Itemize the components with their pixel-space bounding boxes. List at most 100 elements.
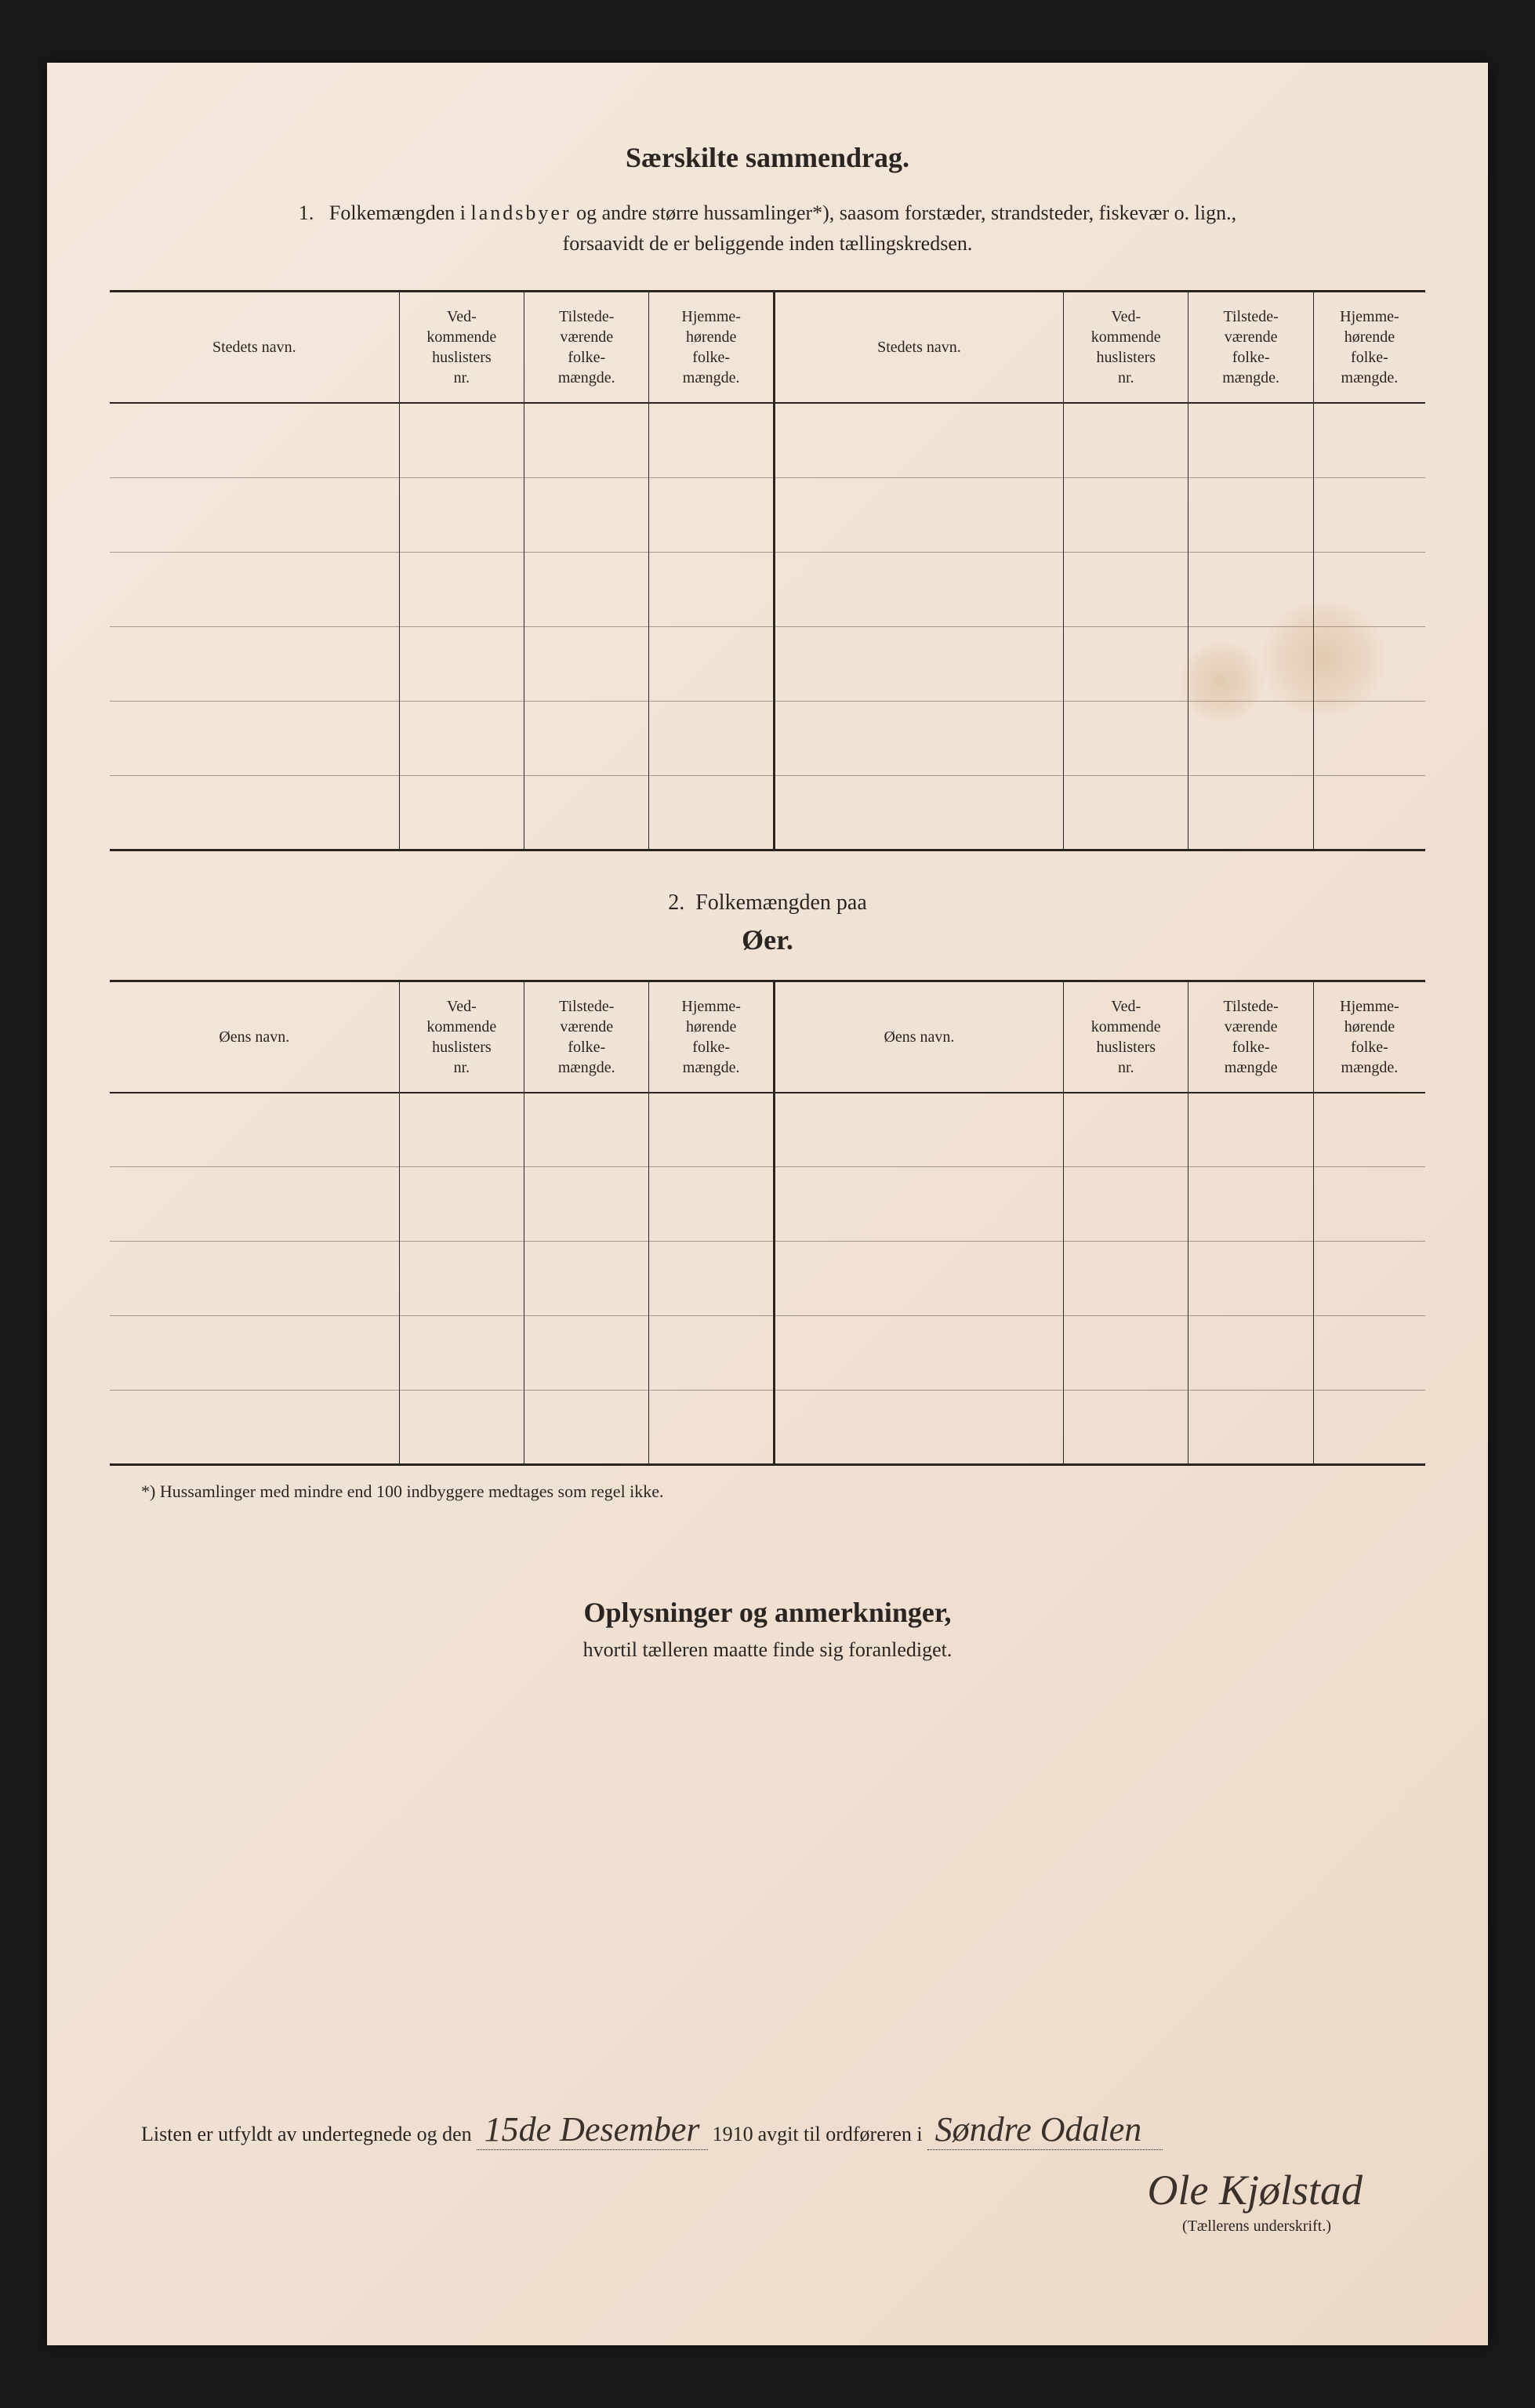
sig-place-handwritten: Søndre Odalen (927, 2109, 1163, 2150)
table-cell (774, 1167, 1063, 1242)
sig-prefix: Listen er utfyldt av undertegnede og den (141, 2123, 472, 2146)
table-cell (524, 1242, 649, 1316)
table-cell (649, 701, 774, 775)
table-cell (1313, 1167, 1425, 1242)
column-header: Tilstede-værendefolke-mængde (1188, 981, 1313, 1093)
table-cell (110, 403, 399, 477)
table-cell (649, 626, 774, 701)
table-cell (774, 1242, 1063, 1316)
table-cell (774, 1093, 1063, 1167)
table-cell (774, 1316, 1063, 1391)
table-cell (399, 1316, 524, 1391)
table-cell (774, 552, 1063, 626)
page-title: Særskilte sammendrag. (110, 141, 1425, 174)
section1-description: 1. Folkemængden i landsbyer og andre stø… (110, 198, 1425, 259)
table-cell (774, 701, 1063, 775)
table-cell (399, 403, 524, 477)
section2-title: Øer. (110, 923, 1425, 956)
table-cell (110, 1093, 399, 1167)
document-page: Særskilte sammendrag. 1. Folkemængden i … (47, 63, 1488, 2345)
table-cell (1313, 477, 1425, 552)
notes-heading: Oplysninger og anmerkninger, (110, 1596, 1425, 1629)
table-cell (1064, 701, 1188, 775)
paper-stain (1253, 604, 1394, 713)
table-cell (649, 1391, 774, 1465)
table-cell (524, 1167, 649, 1242)
column-header: Hjemme-hørendefolke-mængde. (649, 981, 774, 1093)
sig-mid: avgit til ordføreren i (758, 2123, 923, 2146)
table-cell (1064, 775, 1188, 850)
table-cell (524, 775, 649, 850)
table-cell (1064, 1316, 1188, 1391)
table-cell (1188, 1093, 1313, 1167)
table-cell (1313, 1391, 1425, 1465)
column-header: Hjemme-hørendefolke-mængde. (649, 292, 774, 404)
table-row (110, 1167, 1425, 1242)
table-cell (1313, 1242, 1425, 1316)
table-cell (110, 477, 399, 552)
paper-stain (1174, 643, 1268, 721)
table-cell (774, 1391, 1063, 1465)
table-cell (1064, 626, 1188, 701)
table-cell (1313, 403, 1425, 477)
sig-caption: (Tællerens underskrift.) (141, 2218, 1394, 2236)
notes-subheading: hvortil tælleren maatte finde sig foranl… (110, 1638, 1425, 1662)
table-cell (524, 403, 649, 477)
table-row (110, 477, 1425, 552)
table-cell (399, 775, 524, 850)
table-row (110, 403, 1425, 477)
table-islands: Øens navn.Ved-kommendehuslistersnr.Tilst… (110, 980, 1425, 1467)
table-cell (399, 1167, 524, 1242)
table-row (110, 1242, 1425, 1316)
table-cell (399, 477, 524, 552)
table-cell (110, 552, 399, 626)
table-cell (110, 626, 399, 701)
table-cell (399, 626, 524, 701)
sig-date-handwritten: 15de Desember (477, 2109, 708, 2150)
table-cell (399, 552, 524, 626)
table-cell (110, 775, 399, 850)
table-cell (1188, 1242, 1313, 1316)
table-cell (649, 552, 774, 626)
table-cell (399, 701, 524, 775)
table-row (110, 1316, 1425, 1391)
table-cell (1064, 1093, 1188, 1167)
column-header: Ved-kommendehuslistersnr. (1064, 981, 1188, 1093)
table-cell (774, 775, 1063, 850)
table-cell (649, 1093, 774, 1167)
column-header: Tilstede-værendefolke-mængde. (524, 292, 649, 404)
column-header: Tilstede-værendefolke-mængde. (1188, 292, 1313, 404)
table-cell (649, 403, 774, 477)
table-cell (1313, 1093, 1425, 1167)
table-cell (649, 477, 774, 552)
table-cell (649, 1167, 774, 1242)
table-row (110, 1093, 1425, 1167)
table-cell (1064, 1242, 1188, 1316)
table-cell (524, 477, 649, 552)
column-header: Stedets navn. (774, 292, 1063, 404)
sig-name-handwritten: Ole Kjølstad (141, 2166, 1394, 2214)
table-cell (1064, 403, 1188, 477)
table-cell (524, 701, 649, 775)
signature-block: Listen er utfyldt av undertegnede og den… (141, 2109, 1394, 2236)
table-cell (774, 626, 1063, 701)
table-cell (524, 626, 649, 701)
table-cell (649, 775, 774, 850)
table-cell (110, 1167, 399, 1242)
column-header: Tilstede-værendefolke-mængde. (524, 981, 649, 1093)
table-row (110, 1391, 1425, 1465)
table-cell (1188, 477, 1313, 552)
table-cell (774, 477, 1063, 552)
signature-line: Listen er utfyldt av undertegnede og den… (141, 2109, 1394, 2150)
column-header: Øens navn. (110, 981, 399, 1093)
table-cell (1313, 775, 1425, 850)
table-cell (399, 1391, 524, 1465)
table-cell (1064, 477, 1188, 552)
table-cell (1313, 1316, 1425, 1391)
table-cell (524, 1316, 649, 1391)
table-cell (774, 403, 1063, 477)
table-cell (1188, 1391, 1313, 1465)
column-header: Ved-kommendehuslistersnr. (399, 292, 524, 404)
footnote: *) Hussamlinger med mindre end 100 indby… (141, 1481, 1425, 1502)
table-cell (110, 1242, 399, 1316)
